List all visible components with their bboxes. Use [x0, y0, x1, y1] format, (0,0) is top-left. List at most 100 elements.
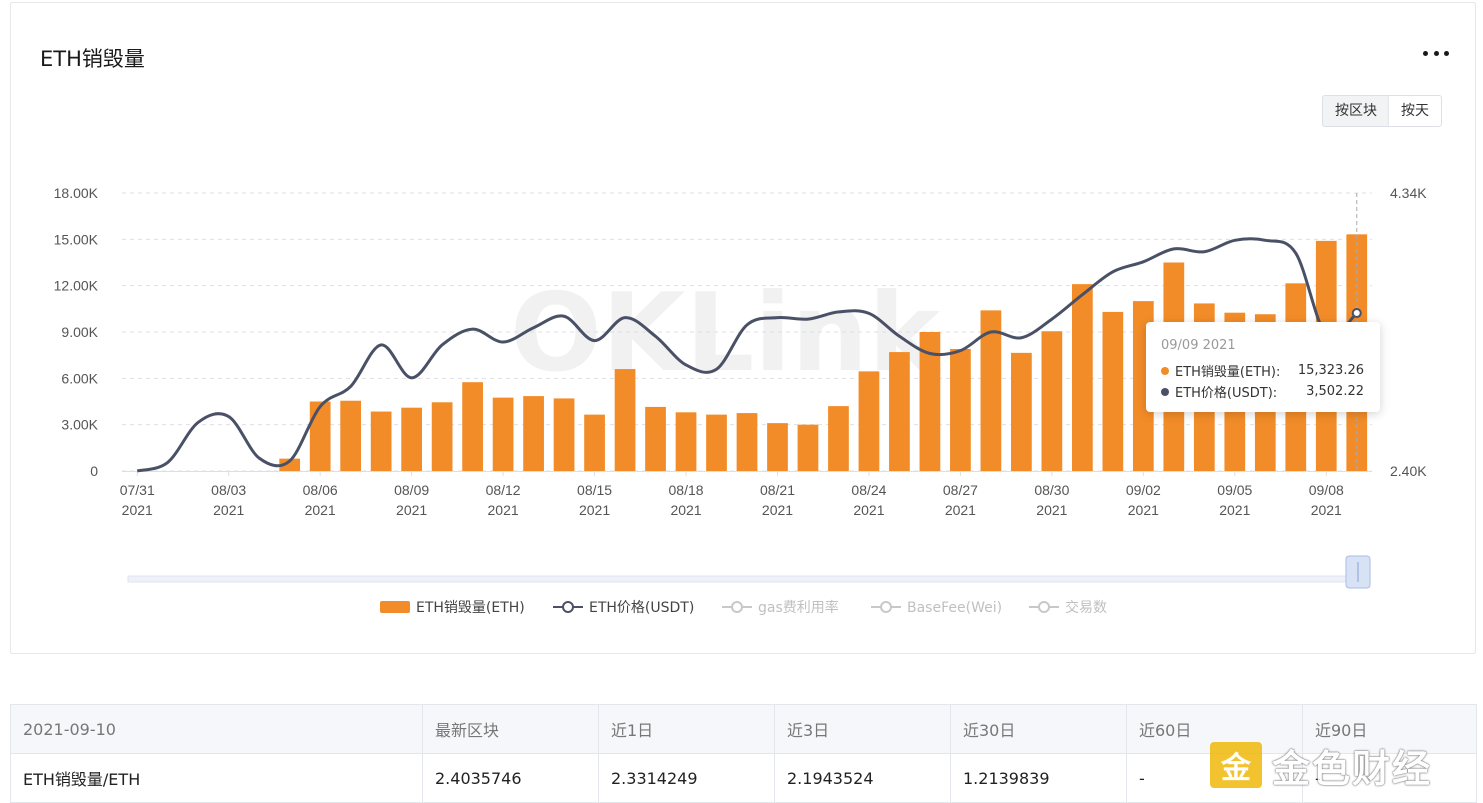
- legend-item[interactable]: BaseFee(Wei): [871, 600, 1002, 616]
- x-tick-year: 2021: [670, 502, 701, 518]
- table-header-cell: 2021-09-10: [10, 704, 423, 754]
- x-tick-year: 2021: [945, 502, 976, 518]
- x-tick-date: 08/03: [211, 482, 246, 498]
- x-tick-year: 2021: [1036, 502, 1067, 518]
- tooltip-price-label: ETH价格(USDT):: [1175, 386, 1278, 401]
- bar: [584, 414, 605, 471]
- y-left-tick-label: 0: [90, 463, 98, 479]
- bar: [492, 397, 514, 471]
- x-tick-date: 08/09: [394, 482, 429, 498]
- x-tick-date: 08/18: [669, 482, 704, 498]
- x-tick-date: 08/27: [943, 482, 978, 498]
- legend-label: ETH价格(USDT): [589, 600, 694, 616]
- y-right-tick-label: 4.34K: [1390, 185, 1427, 201]
- legend-swatch-point: [562, 601, 574, 613]
- brand-text: 金色财经: [1272, 746, 1433, 791]
- bar: [309, 401, 331, 471]
- y-left-tick-label: 9.00K: [61, 324, 98, 340]
- x-tick-year: 2021: [853, 502, 884, 518]
- bar: [797, 424, 819, 471]
- tooltip-burn-dot: [1161, 366, 1169, 375]
- bar: [340, 400, 362, 471]
- x-tick-date: 08/30: [1034, 482, 1069, 498]
- bar: [553, 398, 575, 471]
- more-options-icon[interactable]: [1423, 43, 1449, 63]
- table-cell: 2.4035746: [422, 753, 599, 803]
- table-header-cell: 近60日: [1126, 704, 1303, 754]
- bar: [767, 423, 788, 471]
- bar: [919, 332, 941, 471]
- x-tick-year: 2021: [579, 502, 610, 518]
- tooltip-row-price: ETH价格(USDT): 3,502.22: [1161, 381, 1364, 402]
- x-tick-date: 08/21: [760, 482, 795, 498]
- legend-item[interactable]: 交易数: [1029, 599, 1107, 616]
- bar: [828, 406, 849, 471]
- legend-swatch-point: [731, 601, 743, 613]
- bar: [1072, 284, 1093, 471]
- x-tick-year: 2021: [1128, 502, 1159, 518]
- tooltip-burn-label: ETH销毁量(ETH):: [1175, 365, 1281, 380]
- x-tick-year: 2021: [122, 502, 153, 518]
- bar: [1102, 311, 1124, 471]
- bar: [370, 411, 392, 471]
- brand-watermark: 金 金色财经: [1210, 737, 1432, 793]
- bar: [431, 402, 453, 471]
- legend-label: BaseFee(Wei): [907, 600, 1002, 616]
- tooltip-price-dot: [1161, 387, 1169, 396]
- y-left-tick-label: 15.00K: [54, 231, 99, 247]
- bar: [858, 371, 880, 471]
- bar: [1041, 331, 1063, 471]
- card-title: ETH销毁量: [40, 47, 145, 71]
- table-header-cell: 最新区块: [422, 704, 599, 754]
- brand-logo-icon: 金: [1210, 742, 1262, 788]
- table-header-cell: 近1日: [598, 704, 775, 754]
- x-tick-year: 2021: [488, 502, 519, 518]
- x-tick-date: 08/24: [851, 482, 886, 498]
- bar: [462, 382, 483, 471]
- legend-swatch: [380, 601, 410, 613]
- bar: [736, 413, 758, 471]
- y-left-tick-label: 12.00K: [54, 278, 99, 294]
- bar: [279, 458, 301, 471]
- x-tick-year: 2021: [305, 502, 336, 518]
- x-tick-date: 09/05: [1217, 482, 1252, 498]
- bar: [950, 348, 971, 471]
- x-tick-date: 09/08: [1309, 482, 1344, 498]
- tooltip-date: 09/09 2021: [1161, 338, 1236, 353]
- x-tick-date: 08/15: [577, 482, 612, 498]
- bar: [645, 406, 666, 471]
- toggle-by-block[interactable]: 按区块: [1335, 103, 1377, 119]
- legend-label: ETH销毁量(ETH): [416, 600, 525, 616]
- legend-item[interactable]: gas费利用率: [722, 599, 839, 616]
- x-tick-date: 08/06: [303, 482, 338, 498]
- legend-item[interactable]: ETH销毁量(ETH): [380, 600, 525, 616]
- y-left-tick-label: 3.00K: [61, 417, 98, 433]
- price-line: [136, 237, 1358, 473]
- bar: [1011, 352, 1032, 471]
- bar: [675, 412, 697, 471]
- x-tick-year: 2021: [762, 502, 793, 518]
- x-tick-year: 2021: [396, 502, 427, 518]
- x-tick-date: 09/02: [1126, 482, 1161, 498]
- legend-item[interactable]: ETH价格(USDT): [553, 600, 694, 616]
- bar: [706, 414, 727, 471]
- legend-label: 交易数: [1065, 599, 1107, 616]
- y-left-tick-label: 18.00K: [54, 185, 99, 201]
- tooltip-price-value: 3,502.22: [1306, 384, 1364, 399]
- table-cell: ETH销毁量/ETH: [10, 753, 423, 803]
- table-header-cell: 近90日: [1302, 704, 1477, 754]
- x-tick-year: 2021: [213, 502, 244, 518]
- granularity-toggle: 按区块 按天: [1322, 95, 1442, 127]
- legend-label: gas费利用率: [758, 599, 839, 616]
- bar: [980, 310, 1002, 471]
- bar: [401, 407, 422, 471]
- table-header-row: 2021-09-10 最新区块 近1日 近3日 近30日 近60日 近90日: [10, 704, 1477, 754]
- bar: [889, 352, 910, 471]
- table-header-cell: 近3日: [774, 704, 951, 754]
- table-cell: 1.2139839: [950, 753, 1127, 803]
- x-tick-date: 07/31: [120, 482, 155, 498]
- tooltip-burn-value: 15,323.26: [1297, 363, 1364, 378]
- toggle-by-day[interactable]: 按天: [1389, 96, 1441, 126]
- table-cell: 2.1943524: [774, 753, 951, 803]
- table-cell: -: [1302, 753, 1477, 803]
